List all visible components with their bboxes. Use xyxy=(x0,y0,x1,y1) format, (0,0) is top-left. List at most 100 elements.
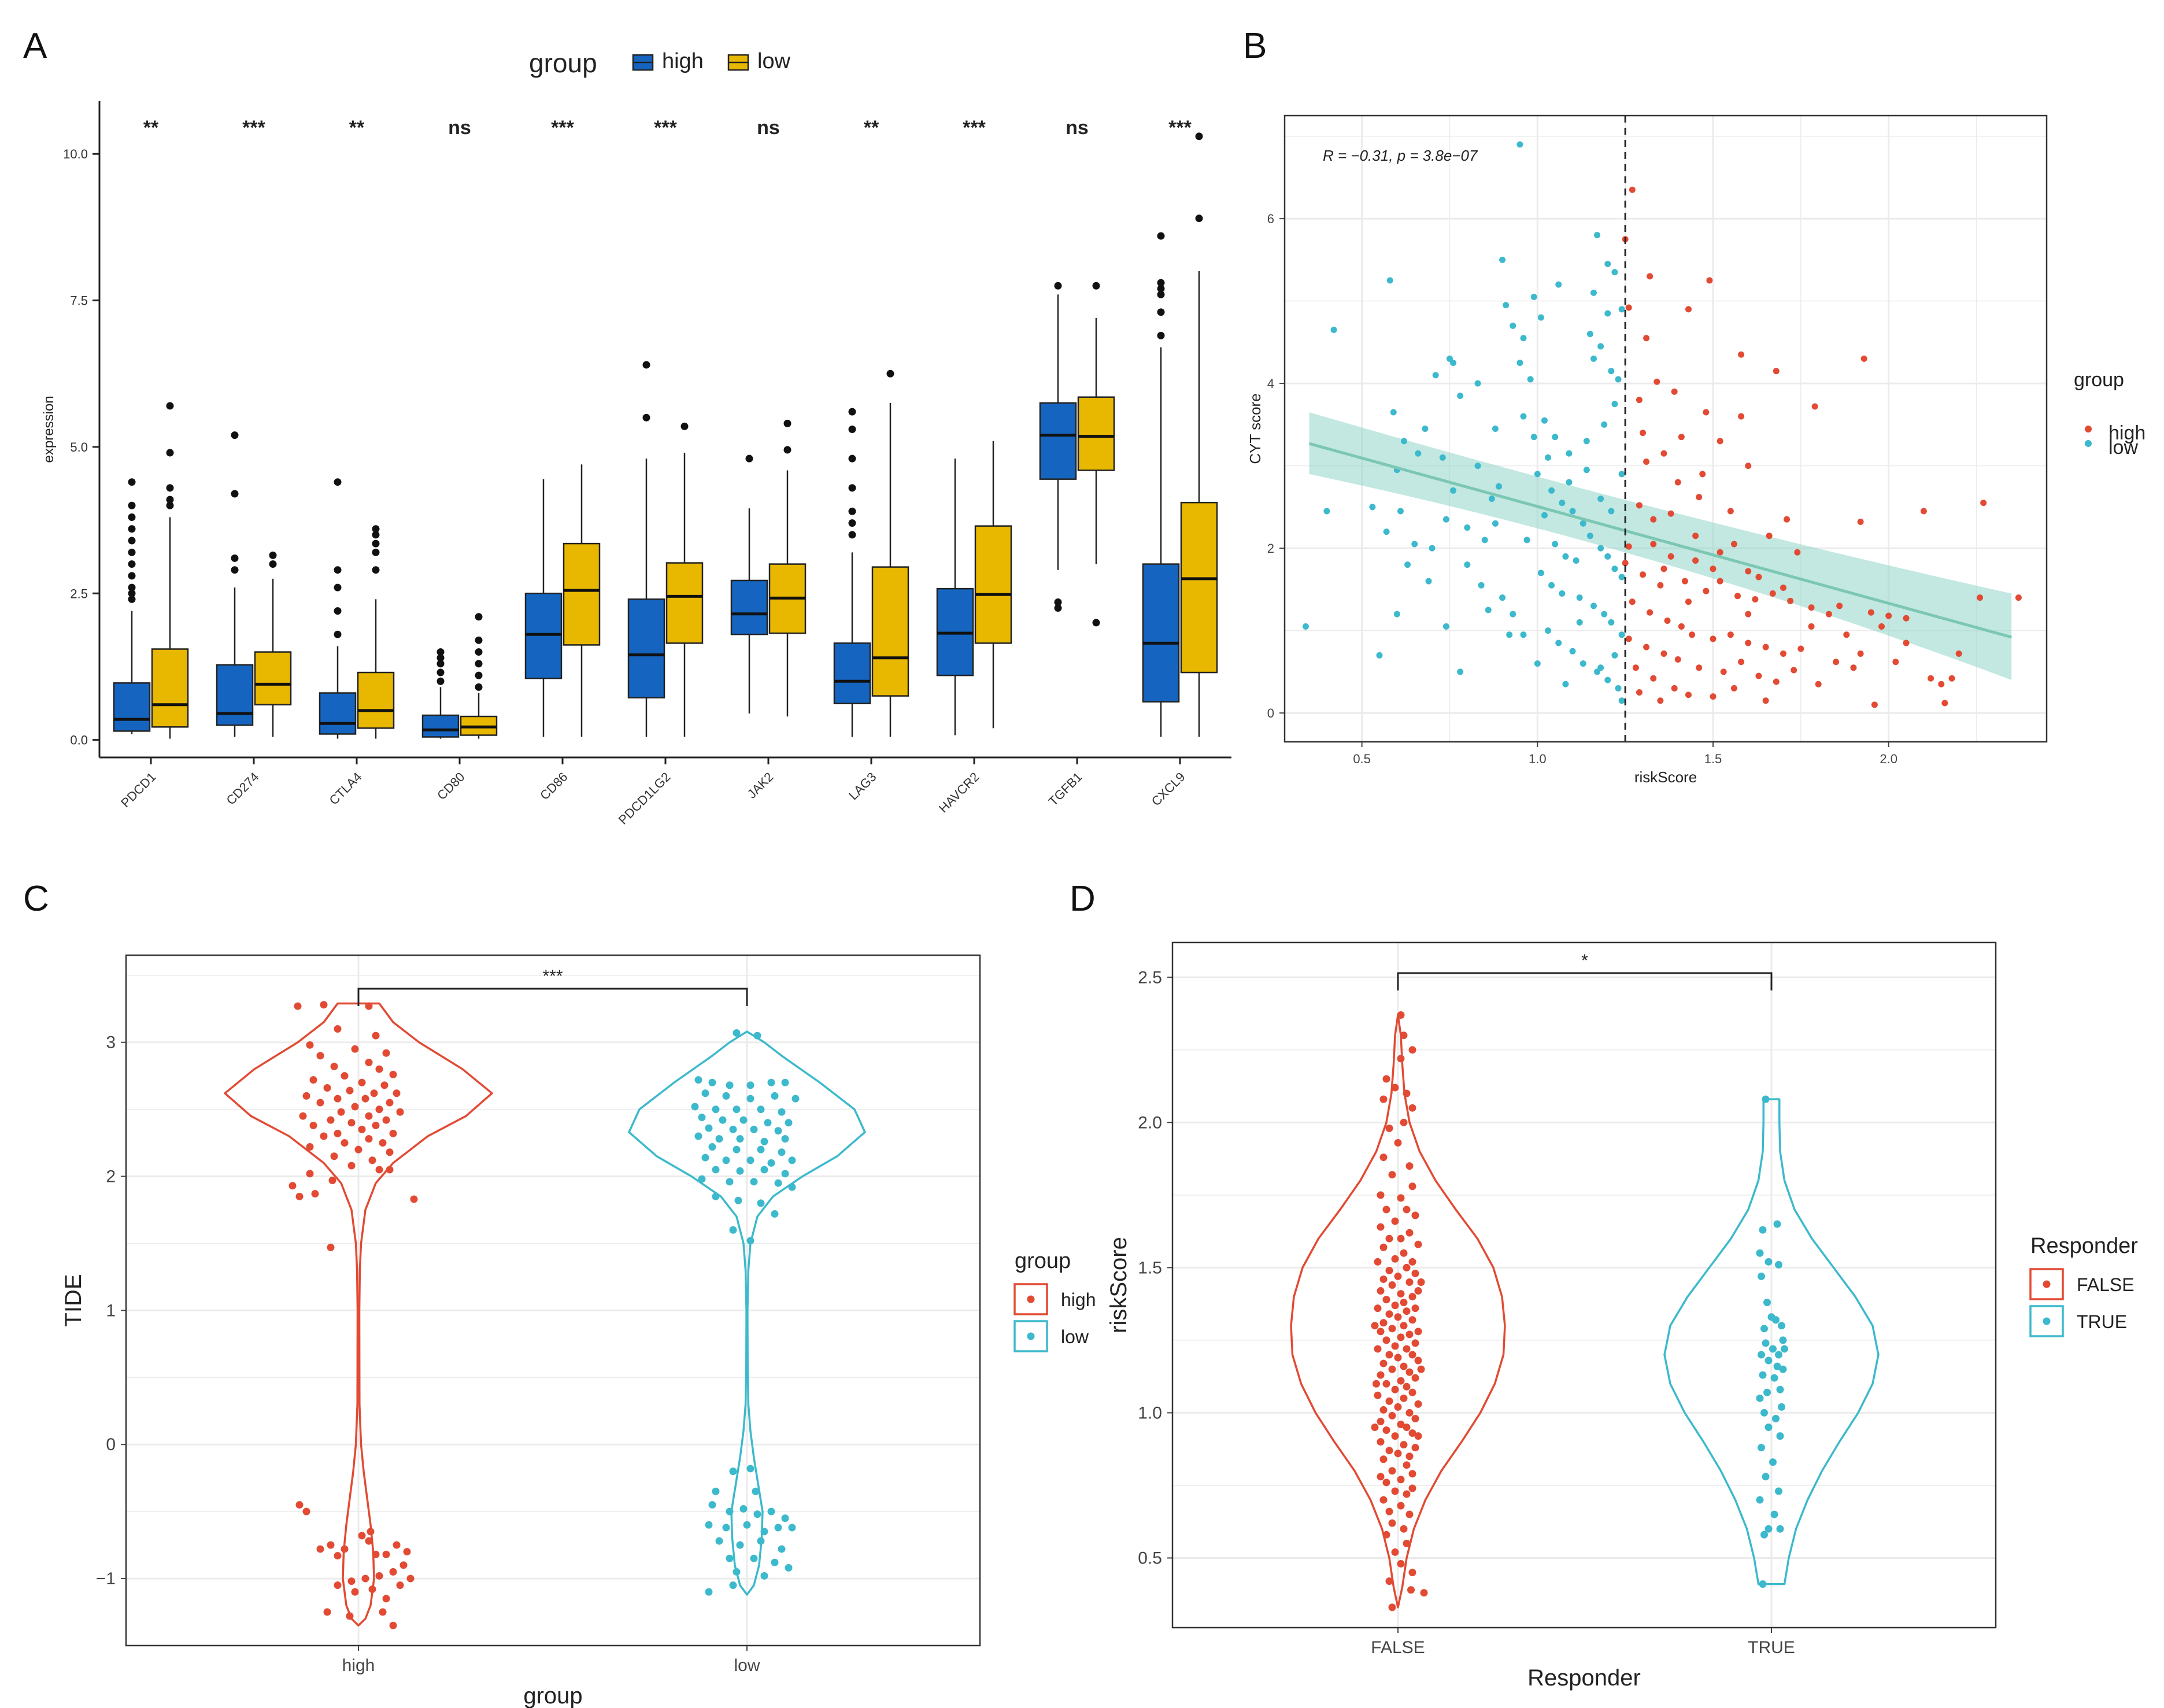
scatter-point-low xyxy=(1611,652,1618,659)
scatter-point-high xyxy=(1903,615,1910,622)
outlier-point xyxy=(1157,308,1165,316)
jitter-point-FALSE xyxy=(1400,1118,1408,1126)
scatter-point-low xyxy=(1530,294,1537,300)
jitter-point-low xyxy=(733,1145,741,1154)
scatter-point-high xyxy=(1727,631,1734,638)
scatter-point-high xyxy=(1703,587,1710,594)
box-high xyxy=(833,642,871,705)
scatter-point-high xyxy=(1678,623,1685,630)
jitter-point-low xyxy=(757,1537,765,1545)
panel-label: A xyxy=(23,26,47,66)
jitter-point-FALSE xyxy=(1400,1394,1408,1402)
outlier-point xyxy=(1195,215,1203,223)
jitter-point-FALSE xyxy=(1388,1365,1396,1373)
scatter-point-high xyxy=(1696,494,1703,501)
scatter-point-high xyxy=(1671,685,1678,692)
jitter-point-FALSE xyxy=(1377,1417,1385,1425)
outlier-point xyxy=(166,449,174,457)
jitter-point-low xyxy=(712,1192,720,1200)
legend-key-dot xyxy=(2043,1280,2051,1288)
y-tick-label: 2 xyxy=(106,1167,116,1186)
scatter-point-low xyxy=(1555,281,1562,288)
scatter-point-low xyxy=(1516,360,1523,366)
scatter-point-low xyxy=(1442,623,1449,630)
scatter-point-low xyxy=(1545,454,1552,461)
box-high xyxy=(216,664,254,726)
jitter-point-FALSE xyxy=(1379,1319,1388,1327)
scatter-point-low xyxy=(1516,141,1523,148)
outlier-point xyxy=(848,454,856,463)
scatter-point-high xyxy=(1928,675,1934,682)
outlier-point xyxy=(269,560,277,568)
outlier-point xyxy=(1157,290,1165,298)
y-tick-label: 2.0 xyxy=(1138,1113,1162,1132)
scatter-point-low xyxy=(1506,631,1513,638)
scatter-point-high xyxy=(1710,565,1717,572)
jitter-point-low xyxy=(767,1159,775,1167)
scatter-point-low xyxy=(1615,685,1622,692)
scatter-point-low xyxy=(1583,467,1590,474)
scatter-point-low xyxy=(1422,426,1429,432)
jitter-point-low xyxy=(764,1119,772,1127)
jitter-point-high xyxy=(334,1025,342,1033)
jitter-point-TRUE xyxy=(1762,1339,1770,1347)
jitter-point-high xyxy=(347,1119,356,1127)
jitter-point-low xyxy=(726,1178,734,1186)
scatter-point-low xyxy=(1442,516,1449,523)
jitter-point-high xyxy=(327,1243,335,1251)
x-axis-title: group xyxy=(523,1683,582,1708)
panel-b-scatter: 0.5 1.0 1.5 2.0 0 2 4 6 R = −0.31, p = 3.8e−07 ri… xyxy=(1246,114,2145,786)
scatter-point-high xyxy=(1685,692,1692,698)
legend-label-low: low xyxy=(757,49,791,73)
jitter-point-TRUE xyxy=(1779,1365,1787,1373)
scatter-point-low xyxy=(1615,376,1622,383)
jitter-point-high xyxy=(341,1545,349,1553)
outlier-point xyxy=(372,525,380,533)
y-tick-label: 1.0 xyxy=(1138,1403,1162,1422)
box-low xyxy=(1180,501,1218,674)
scatter-point-high xyxy=(1762,697,1769,704)
scatter-point-low xyxy=(1586,533,1593,539)
jitter-point-high xyxy=(386,1166,394,1174)
jitter-point-low xyxy=(733,1106,741,1114)
scatter-point-high xyxy=(1769,590,1776,597)
jitter-point-low xyxy=(778,1545,786,1553)
jitter-point-FALSE xyxy=(1374,1345,1382,1353)
scatter-point-high xyxy=(1857,650,1864,657)
scatter-point-high xyxy=(1825,611,1832,618)
scatter-point-low xyxy=(1604,676,1611,683)
jitter-point-FALSE xyxy=(1403,1307,1411,1315)
scatter-point-high xyxy=(1752,596,1759,602)
scatter-point-low xyxy=(1576,619,1583,626)
jitter-point-high xyxy=(330,1152,338,1160)
scatter-point-low xyxy=(1552,434,1559,441)
jitter-point-high xyxy=(299,1112,307,1120)
scatter-point-high xyxy=(1625,543,1632,550)
jitter-point-low xyxy=(733,1567,741,1576)
jitter-point-FALSE xyxy=(1400,1299,1408,1307)
scatter-point-high xyxy=(1773,368,1780,375)
jitter-point-high xyxy=(370,1089,378,1097)
jitter-point-low xyxy=(788,1156,796,1164)
scatter-point-low xyxy=(1597,496,1604,502)
outlier-point xyxy=(128,513,136,522)
jitter-point-low xyxy=(694,1076,702,1084)
scatter-point-high xyxy=(1791,667,1797,674)
jitter-point-high xyxy=(372,1121,380,1129)
jitter-point-FALSE xyxy=(1382,1530,1390,1539)
scatter-point-low xyxy=(1523,537,1530,544)
outlier-point xyxy=(1054,604,1062,612)
jitter-point-high xyxy=(365,1002,373,1010)
jitter-point-FALSE xyxy=(1405,1368,1414,1376)
jitter-point-high xyxy=(323,1084,331,1092)
outlier-point xyxy=(745,454,753,463)
scatter-point-low xyxy=(1464,561,1471,568)
significance-label: ns xyxy=(757,117,780,139)
jitter-point-FALSE xyxy=(1391,1084,1399,1092)
scatter-point-low xyxy=(1552,541,1559,548)
y-tick-label: 0 xyxy=(106,1435,116,1454)
box-low xyxy=(151,648,189,728)
jitter-point-low xyxy=(719,1116,727,1124)
scatter-point-high xyxy=(1696,664,1703,671)
jitter-point-FALSE xyxy=(1374,1304,1382,1313)
